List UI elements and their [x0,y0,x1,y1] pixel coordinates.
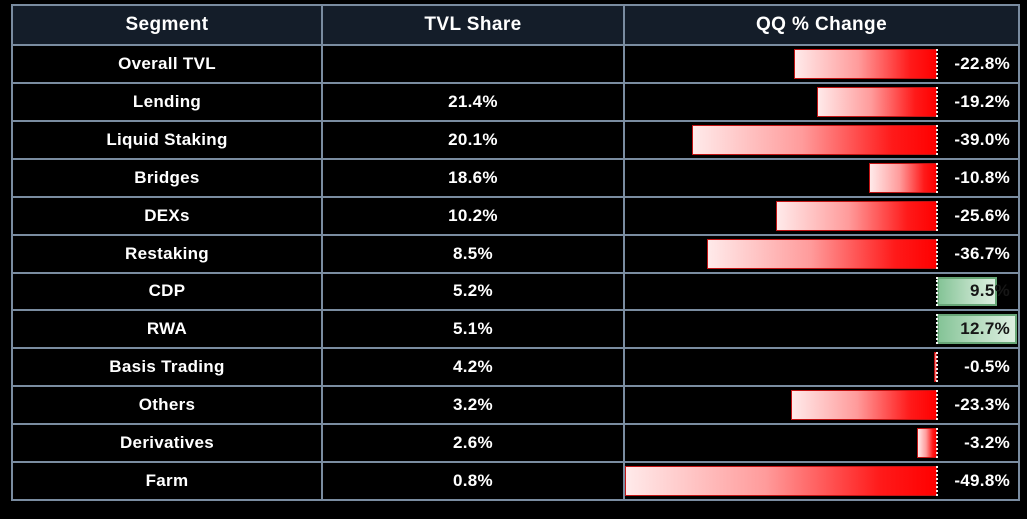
qq-change-cell: -36.7% [625,236,1018,272]
qq-axis-dotted-line [936,390,938,421]
table-row: RWA 5.1% 12.7% [13,311,1018,350]
qq-change-bar [692,124,937,155]
table-row: Derivatives 2.6% -3.2% [13,425,1018,464]
qq-change-value-label: -19.2% [954,91,1010,111]
table-row: Liquid Staking 20.1% -39.0% [13,121,1018,160]
tvl-share-cell: 18.6% [323,159,625,196]
table-row: Lending 21.4% -19.2% [13,83,1018,122]
segment-cell: DEXs [13,197,323,234]
segment-cell: Farm [13,463,323,500]
qq-axis-dotted-line [936,86,938,117]
qq-axis-dotted-line [936,124,938,155]
qq-change-cell: -39.0% [625,122,1018,158]
tvl-share-cell: 10.2% [323,197,625,234]
qq-change-value-label: -25.6% [954,205,1010,225]
tvl-share-cell: 4.2% [323,349,625,386]
qq-change-value-label: 12.7% [960,319,1010,339]
tvl-share-cell: 3.2% [323,387,625,424]
segment-cell: Derivatives [13,425,323,462]
qq-change-cell: -22.8% [625,46,1018,82]
segment-cell: CDP [13,273,323,310]
qq-change-value-label: -23.3% [954,395,1010,415]
table-row: Others 3.2% -23.3% [13,387,1018,426]
header-qq-change: QQ % Change [755,14,888,35]
qq-change-value-label: -10.8% [954,167,1010,187]
qq-change-value-label: -36.7% [954,243,1010,263]
segment-cell: Lending [13,83,323,120]
qq-change-cell: -23.3% [625,387,1018,423]
qq-change-cell: -3.2% [625,425,1018,461]
qq-change-value-label: -22.8% [954,53,1010,73]
tvl-share-cell: 8.5% [323,235,625,272]
qq-change-bar [790,390,937,421]
table-header-row: Segment TVL Share QQ % Change [13,6,1018,46]
qq-axis-dotted-line [936,352,938,383]
tvl-share-cell: 2.6% [323,425,625,462]
segment-tvl-table: Segment TVL Share QQ % Change Overall TV… [11,4,1020,501]
qq-change-bar [625,466,937,497]
qq-change-cell: -19.2% [625,84,1018,120]
table-row: Overall TVL -22.8% [13,46,1018,84]
qq-change-value-label: -49.8% [954,471,1010,491]
tvl-share-cell: 5.2% [323,273,625,310]
qq-change-cell: -10.8% [625,160,1018,196]
tvl-share-cell [323,46,625,82]
table-row: Farm 0.8% -49.8% [13,463,1018,500]
segment-cell: Liquid Staking [13,121,323,158]
segment-cell: Bridges [13,159,323,196]
table-row: Restaking 8.5% -36.7% [13,235,1018,274]
qq-change-value-label: -0.5% [964,357,1010,377]
qq-change-bar [706,238,937,269]
tvl-share-cell: 20.1% [323,121,625,158]
segment-cell: Overall TVL [13,46,323,82]
segment-cell: Basis Trading [13,349,323,386]
table-row: DEXs 10.2% -25.6% [13,197,1018,236]
header-segment: Segment [13,6,323,44]
tvl-share-cell: 0.8% [323,463,625,500]
qq-axis-dotted-line [936,428,938,459]
table-row: Basis Trading 4.2% -0.5% [13,349,1018,388]
table-row: CDP 5.2% 9.5% [13,273,1018,312]
qq-change-bar [816,86,937,117]
qq-axis-dotted-line [936,276,938,307]
table-row: Bridges 18.6% -10.8% [13,159,1018,198]
qq-axis-dotted-line [936,200,938,231]
qq-change-cell: -49.8% [625,463,1018,499]
qq-change-cell: 9.5% [625,274,1018,310]
qq-axis-dotted-line [936,466,938,497]
qq-change-bar [937,314,1017,345]
qq-axis-dotted-line [936,49,938,79]
segment-cell: Others [13,387,323,424]
tvl-share-cell: 21.4% [323,83,625,120]
header-tvl-share: TVL Share [323,6,625,44]
qq-change-value-label: -3.2% [964,433,1010,453]
qq-axis-dotted-line [936,162,938,193]
tvl-share-cell: 5.1% [323,311,625,348]
segment-cell: RWA [13,311,323,348]
segment-cell: Restaking [13,235,323,272]
qq-change-value-label: -39.0% [954,129,1010,149]
qq-change-cell: -0.5% [625,349,1018,385]
qq-change-bar [776,200,937,231]
qq-change-cell: -25.6% [625,198,1018,234]
qq-change-cell: 12.7% [625,311,1018,347]
qq-change-bar [794,49,937,79]
qq-axis-dotted-line [936,238,938,269]
qq-change-value-label: 9.5% [970,281,1010,301]
qq-axis-dotted-line [936,314,938,345]
